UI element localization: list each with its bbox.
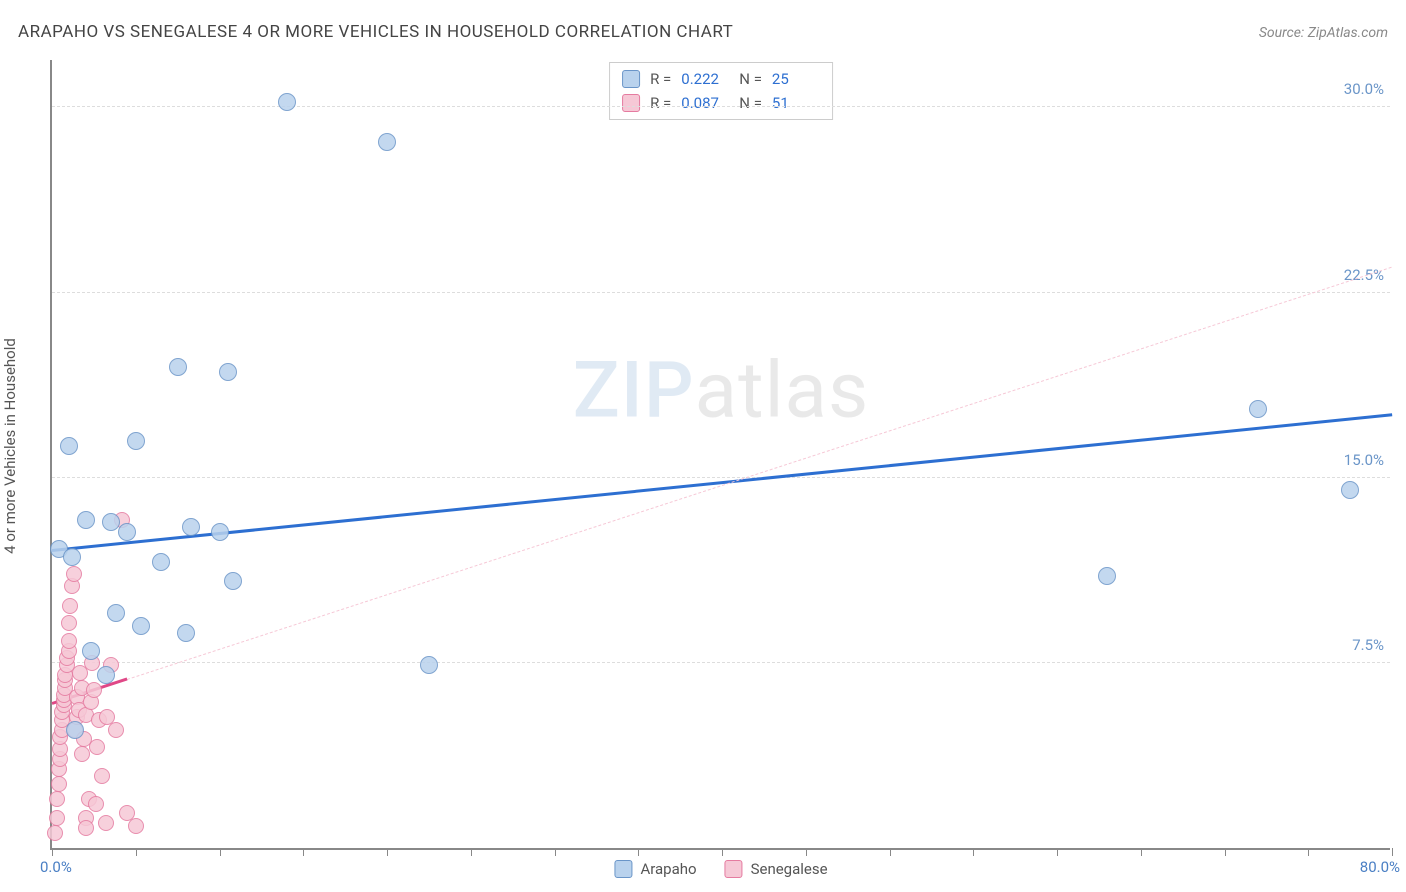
data-point [66,566,82,582]
data-point [77,511,95,529]
x-tick [303,848,304,856]
x-tick [1225,848,1226,856]
legend-swatch-arapaho [614,860,632,878]
data-point [61,633,77,649]
gridline [52,292,1390,293]
data-point [49,791,65,807]
chart-title: ARAPAHO VS SENEGALESE 4 OR MORE VEHICLES… [18,22,733,42]
stats-row-senegalese: R = 0.087 N = 51 [622,91,820,115]
stat-r-value-senegalese: 0.087 [681,91,729,115]
data-point [51,776,67,792]
legend-item-arapaho: Arapaho [614,860,696,878]
trend-line [127,267,1392,680]
x-tick [136,848,137,856]
data-point [278,93,296,111]
x-tick [722,848,723,856]
data-point [132,617,150,635]
data-point [378,133,396,151]
stats-row-arapaho: R = 0.222 N = 25 [622,67,820,91]
x-min-label: 0.0% [40,858,72,876]
legend-swatch-senegalese [725,860,743,878]
data-point [47,825,63,841]
data-point [86,682,102,698]
x-tick [973,848,974,856]
data-point [177,624,195,642]
data-point [152,553,170,571]
data-point [49,810,65,826]
data-point [219,363,237,381]
data-point [1098,567,1116,585]
stat-r-label: R = [650,67,671,91]
x-tick [1141,848,1142,856]
gridline [52,477,1390,478]
data-point [128,818,144,834]
y-tick-label: 30.0% [1344,80,1384,98]
watermark-suffix: atlas [695,345,870,436]
data-point [88,796,104,812]
x-tick [387,848,388,856]
data-point [60,437,78,455]
x-tick [806,848,807,856]
series-legend: Arapaho Senegalese [614,860,827,878]
data-point [169,358,187,376]
data-point [94,768,110,784]
x-tick [1392,848,1393,856]
x-tick [638,848,639,856]
legend-label-arapaho: Arapaho [640,860,696,878]
data-point [127,432,145,450]
stat-n-value-arapaho: 25 [772,67,820,91]
x-max-label: 80.0% [1360,858,1400,876]
watermark: ZIPatlas [573,345,870,436]
x-tick [1057,848,1058,856]
data-point [61,615,77,631]
data-point [102,513,120,531]
chart-header: ARAPAHO VS SENEGALESE 4 OR MORE VEHICLES… [18,22,1388,42]
x-tick [471,848,472,856]
data-point [107,604,125,622]
data-point [118,523,136,541]
gridline [52,106,1390,107]
legend-label-senegalese: Senegalese [751,860,828,878]
data-point [211,523,229,541]
y-axis-label: 4 or more Vehicles in Household [1,338,19,554]
x-tick [890,848,891,856]
data-point [74,746,90,762]
data-point [89,739,105,755]
data-point [420,656,438,674]
gridline [52,662,1390,663]
data-point [1341,481,1359,499]
stat-r-value-arapaho: 0.222 [681,67,729,91]
plot-area: ZIPatlas R = 0.222 N = 25 R = 0.087 N = … [50,60,1390,850]
swatch-senegalese [622,94,640,112]
x-tick [555,848,556,856]
data-point [182,518,200,536]
stats-legend: R = 0.222 N = 25 R = 0.087 N = 51 [609,62,833,120]
data-point [78,820,94,836]
data-point [108,722,124,738]
watermark-prefix: ZIP [573,345,695,436]
data-point [62,598,78,614]
chart-container: ARAPAHO VS SENEGALESE 4 OR MORE VEHICLES… [0,0,1406,892]
legend-item-senegalese: Senegalese [725,860,828,878]
data-point [97,666,115,684]
stat-n-label: N = [739,67,762,91]
data-point [82,642,100,660]
x-tick [1308,848,1309,856]
data-point [98,815,114,831]
swatch-arapaho [622,70,640,88]
x-tick [220,848,221,856]
data-point [224,572,242,590]
stat-n-label: N = [739,91,762,115]
y-tick-label: 15.0% [1344,451,1384,469]
trend-line [52,413,1392,552]
data-point [1249,400,1267,418]
x-tick [52,848,53,856]
stat-r-label: R = [650,91,671,115]
data-point [66,721,84,739]
data-point [63,548,81,566]
chart-source: Source: ZipAtlas.com [1259,25,1388,41]
y-tick-label: 7.5% [1352,636,1384,654]
stat-n-value-senegalese: 51 [772,91,820,115]
